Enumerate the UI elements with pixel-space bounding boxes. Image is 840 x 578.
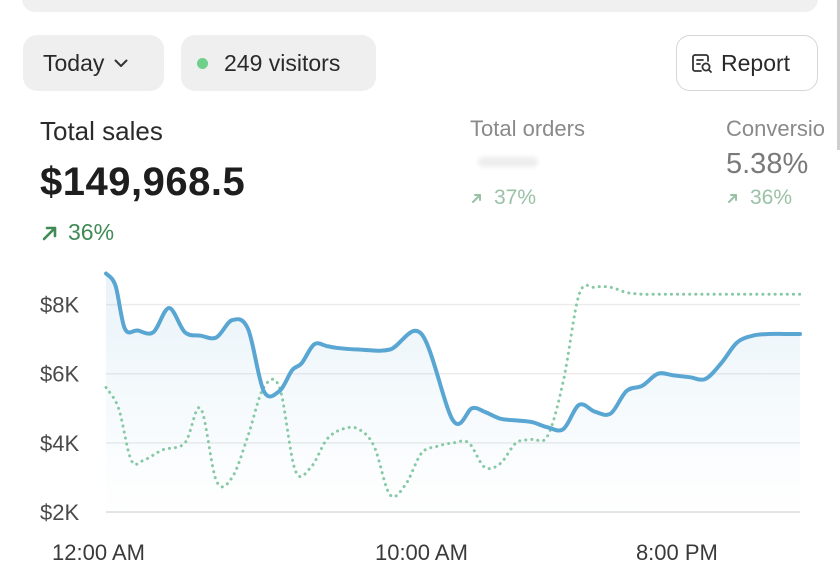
total-sales-delta: 36% — [40, 219, 114, 246]
report-button-label: Report — [721, 49, 791, 76]
trend-up-arrow-icon — [42, 226, 57, 240]
trend-up-arrow-icon — [472, 194, 481, 203]
scrollbar[interactable] — [837, 0, 840, 150]
live-status-dot-icon — [197, 57, 208, 69]
report-search-icon — [691, 52, 713, 74]
x-axis-tick-label: 8:00 PM — [636, 540, 718, 565]
y-axis-tick-label: $4K — [40, 431, 79, 456]
conversion-delta-value: 36% — [750, 186, 793, 209]
comparison-series-line — [104, 283, 802, 499]
total-sales-delta-value: 36% — [68, 219, 115, 245]
sales-area-fill — [106, 273, 800, 512]
y-axis-tick-label: $8K — [40, 293, 79, 318]
y-axis-tick-label: $2K — [40, 500, 79, 525]
conversion-value: 5.38% — [726, 148, 809, 180]
top-search-bar-edge — [22, 0, 818, 12]
chevron-down-icon — [114, 59, 128, 68]
y-axis-tick-label: $6K — [40, 362, 79, 387]
live-visitors-pill[interactable]: 249 visitors — [181, 35, 376, 91]
live-visitors-count: 249 visitors — [224, 49, 341, 76]
conversion-label: Conversio — [726, 116, 826, 141]
total-orders-delta: 37% — [470, 186, 536, 210]
total-sales-value: $149,968.5 — [40, 160, 246, 204]
current-series-line — [104, 271, 802, 433]
conversion-metric: Conversio 5.38% 36% — [726, 112, 840, 222]
x-axis-tick-label: 12:00 AM — [52, 540, 145, 565]
trend-up-arrow-icon — [728, 194, 737, 203]
conversion-delta: 36% — [726, 186, 792, 210]
x-axis-tick-label: 10:00 AM — [375, 540, 468, 565]
date-range-label: Today — [43, 49, 105, 76]
total-orders-delta-value: 37% — [494, 186, 537, 209]
date-range-dropdown[interactable]: Today — [23, 35, 164, 91]
report-button[interactable]: Report — [676, 35, 818, 91]
total-orders-label: Total orders — [470, 116, 585, 141]
total-sales-label: Total sales — [40, 116, 163, 146]
total-orders-value-loading — [478, 157, 538, 167]
sales-line-chart: $8K $6K $4K $2K 12:00 AM 10:00 AM 8:00 PM — [40, 271, 802, 565]
